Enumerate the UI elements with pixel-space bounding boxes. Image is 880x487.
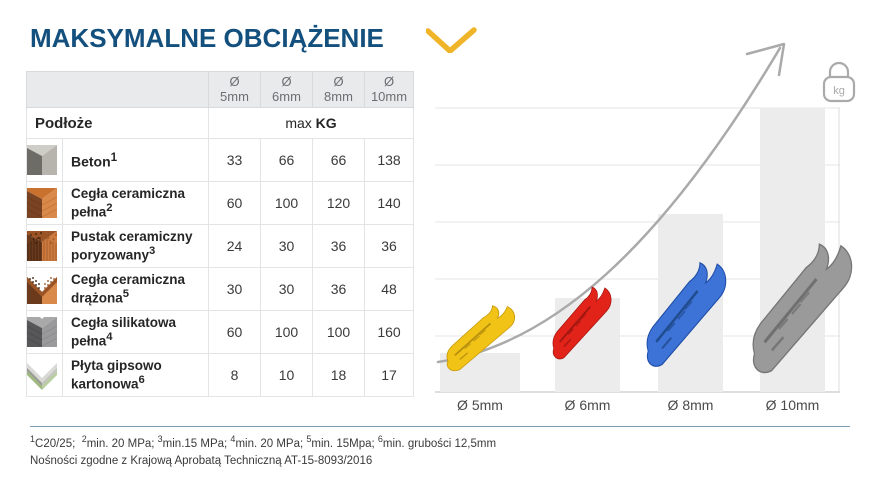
svg-text:kg: kg bbox=[833, 85, 845, 97]
